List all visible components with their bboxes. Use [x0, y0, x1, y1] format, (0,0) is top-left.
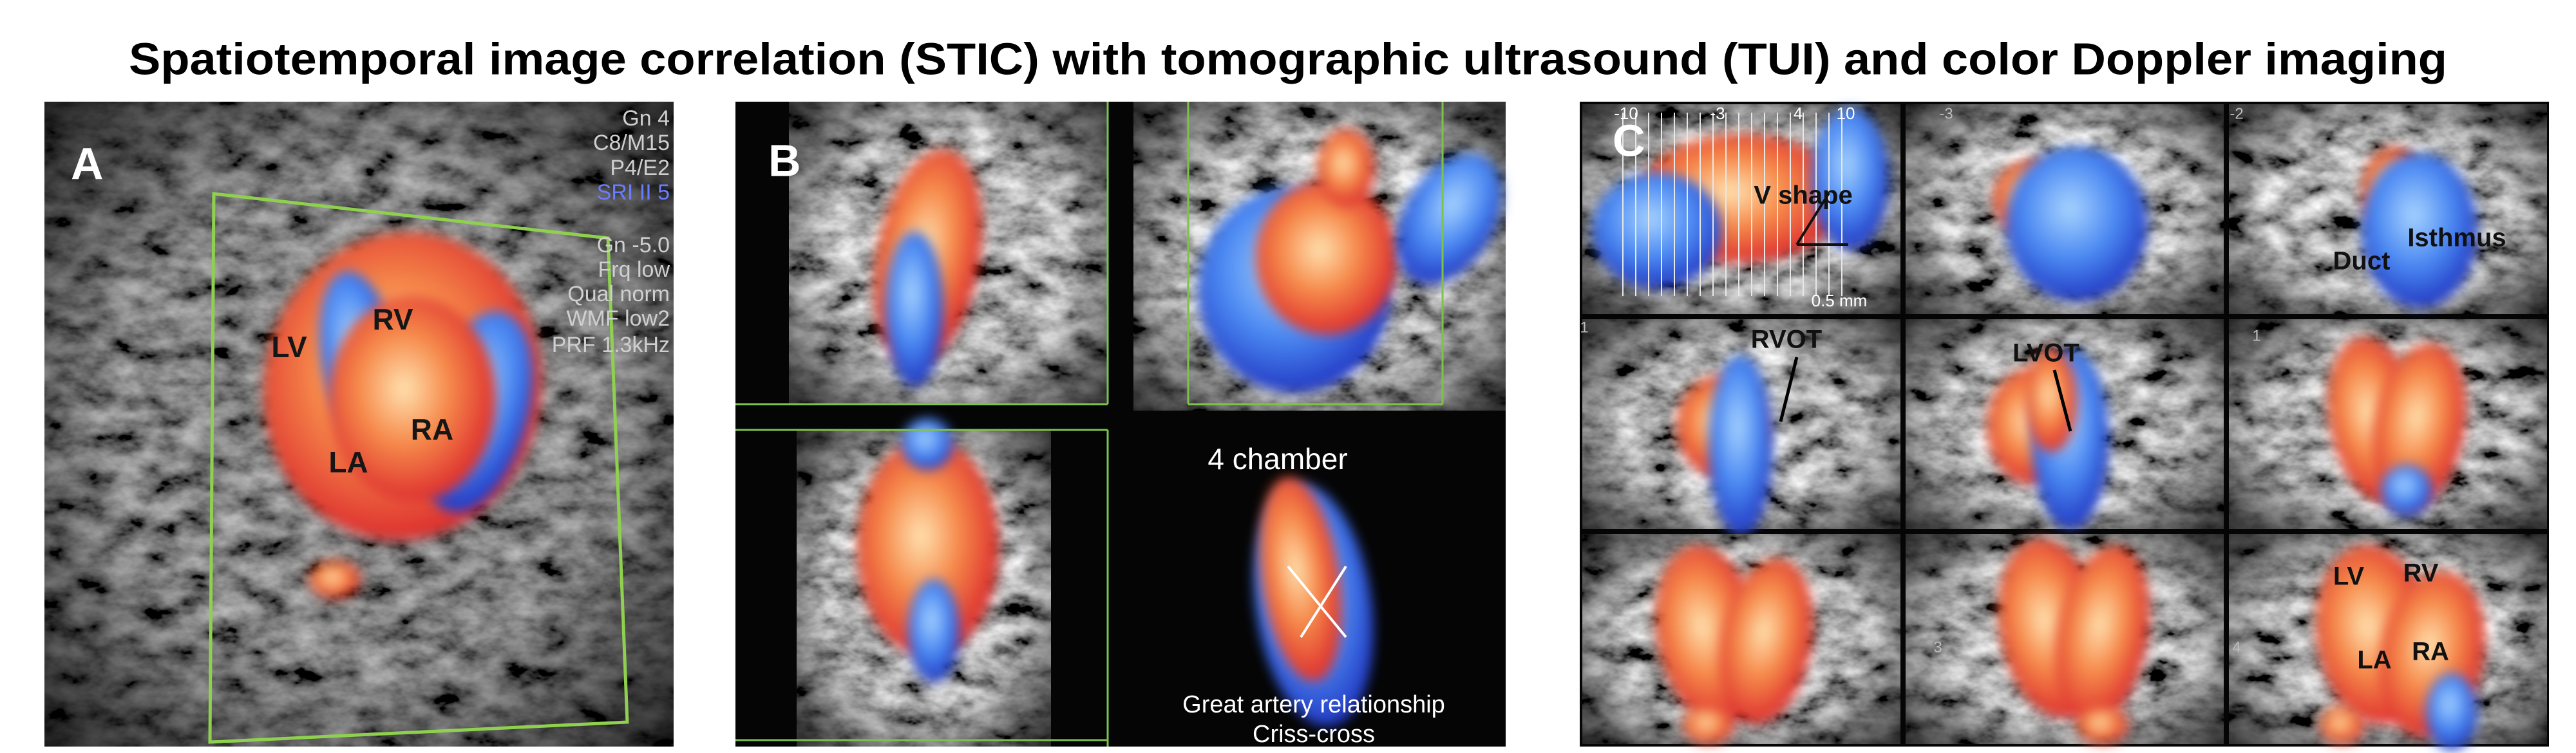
panel-letter: A [71, 138, 104, 189]
flow-blue [1812, 108, 1889, 250]
arrow [2052, 369, 2072, 432]
slice-number: 1 [1580, 319, 1588, 336]
slice-number: 4 [2232, 638, 2240, 656]
flow-blue [886, 232, 943, 386]
flow-red [1683, 705, 1734, 744]
flow-red [2025, 349, 2077, 452]
guide-line [1300, 565, 1347, 638]
slice-number: -3 [1939, 105, 1953, 122]
anatomy-label: LVOT [2012, 339, 2079, 367]
flow-red [1256, 180, 1397, 335]
anatomy-label: LA [328, 445, 368, 479]
ruler-label: 10 [1837, 104, 1855, 123]
setting-text: Qual norm [567, 282, 670, 306]
flow-red [2320, 705, 2365, 744]
flow-red [1260, 477, 1342, 682]
guide-line [1795, 192, 1830, 246]
panel-letter: C [1613, 115, 1645, 165]
roi-box [208, 192, 629, 744]
flow-red [2055, 545, 2150, 724]
figure-title: Spatiotemporal image correlation (STIC) … [129, 33, 2447, 84]
anatomy-label: Isthmus [2407, 224, 2506, 252]
setting-text: Frq low [598, 257, 670, 282]
flow-blue [2381, 465, 2432, 516]
view-label: 4 chamber [1208, 442, 1347, 476]
flow-red [309, 560, 361, 599]
anatomy-label: LA [2357, 646, 2391, 674]
ruler-label: 4 [1794, 104, 1803, 123]
anatomy-label: LV [2333, 562, 2364, 591]
setting-text: P4/E2 [610, 156, 670, 180]
anatomy-label: RA [2412, 638, 2449, 666]
ruler-label: -3 [1710, 104, 1725, 123]
flow-blue [2426, 673, 2477, 750]
anatomy-label: RA [411, 413, 453, 446]
flow-red [1719, 558, 1814, 724]
caption: Criss-cross [1253, 721, 1375, 748]
flow-red [2077, 705, 2128, 744]
arrow [1779, 357, 1799, 422]
flow-blue [2006, 147, 2148, 301]
slice-number: -2 [2230, 105, 2243, 122]
flow-blue [2362, 153, 2477, 308]
setting-text: Gn -5.0 [597, 233, 670, 257]
setting-text: Gn 4 [622, 106, 670, 131]
flow-blue [902, 418, 953, 470]
anatomy-label: Duct [2333, 247, 2391, 275]
anatomy-label: RV [2403, 559, 2439, 588]
flow-blue [1396, 153, 1502, 284]
flow-blue [1593, 172, 1721, 288]
flow-red [1317, 129, 1375, 206]
flow-red [328, 296, 496, 502]
anatomy-label: RV [372, 302, 413, 336]
anatomy-label: V shape [1754, 181, 1852, 210]
ruler-label: -10 [1614, 104, 1638, 123]
caption: Great artery relationship [1182, 691, 1445, 718]
setting-text: WMF low2 [566, 306, 670, 331]
setting-text: PRF 1.3kHz [552, 333, 670, 357]
slice-number: 1 [2252, 327, 2260, 344]
anatomy-label: LV [271, 330, 307, 364]
flow-blue [908, 579, 960, 682]
flow-blue [1709, 355, 1773, 535]
slice-number: 3 [1933, 638, 1942, 656]
panel-letter: B [768, 135, 801, 185]
setting-text: SRI II 5 [597, 180, 670, 205]
setting-text: C8/M15 [593, 131, 670, 155]
scale-label: 0.5 mm [1812, 291, 1868, 310]
anatomy-label: RVOT [1751, 326, 1822, 354]
guide-line [1287, 565, 1347, 638]
flow-red [857, 438, 999, 656]
